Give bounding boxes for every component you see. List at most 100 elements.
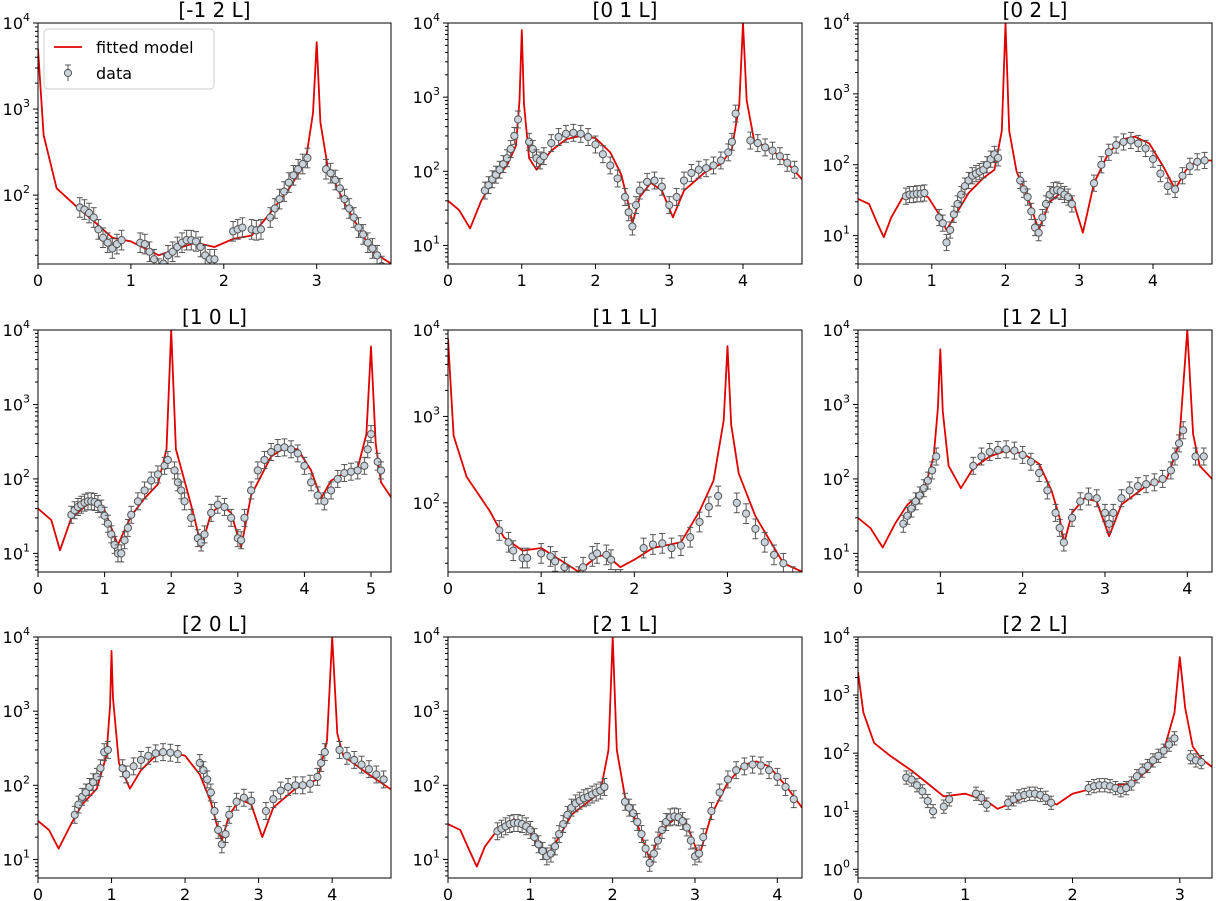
data-point: [335, 178, 345, 199]
data-point: [625, 798, 634, 817]
y-tick-label: 104: [3, 625, 30, 647]
data-marker: [266, 213, 275, 222]
data-marker: [1010, 446, 1019, 455]
data-marker: [98, 233, 108, 242]
data-point: [120, 531, 129, 550]
data-marker: [1119, 137, 1128, 147]
data-marker: [280, 187, 289, 196]
data-point: [1185, 157, 1194, 175]
data-point: [280, 438, 289, 457]
data-marker: [789, 573, 796, 580]
x-tick-label: 3: [312, 271, 322, 290]
data-point: [247, 481, 256, 500]
data-point: [773, 767, 782, 786]
data-marker: [1016, 176, 1025, 185]
data-marker: [1166, 466, 1175, 475]
panel-title: [0 2 L]: [1003, 0, 1068, 22]
data-point: [103, 232, 112, 254]
data-marker: [1026, 457, 1035, 466]
data-marker: [1200, 156, 1209, 165]
data-marker: [170, 466, 179, 475]
data-marker: [504, 538, 513, 547]
data-point: [1138, 763, 1147, 778]
data-marker: [1067, 513, 1077, 522]
data-marker: [158, 748, 168, 757]
data-marker: [313, 491, 322, 500]
data-marker: [1035, 468, 1044, 478]
data-point: [187, 508, 196, 527]
data-point: [221, 825, 230, 844]
data-point: [170, 461, 179, 480]
x-tick-label: 3: [722, 579, 732, 598]
data-marker: [928, 807, 938, 816]
axes-frame: [857, 329, 1213, 573]
data-marker: [695, 517, 704, 527]
data-point: [949, 205, 958, 223]
panel-title: [2 2 L]: [1003, 612, 1068, 636]
data-marker: [715, 788, 724, 797]
panel-title: [1 2 L]: [1003, 305, 1068, 329]
data-marker: [746, 136, 755, 145]
data-point: [727, 132, 737, 151]
legend-model-label: fitted model: [96, 38, 194, 57]
x-tick-label: 3: [1175, 885, 1185, 901]
data-marker: [136, 755, 146, 765]
data-marker: [686, 836, 695, 845]
data-point: [214, 821, 223, 839]
data-point: [707, 802, 716, 820]
data-marker: [1046, 798, 1056, 807]
data-point: [1126, 131, 1135, 150]
data-point: [645, 853, 654, 872]
data-marker: [756, 761, 765, 770]
data-marker: [727, 137, 737, 146]
data-marker: [994, 153, 1003, 162]
data-marker: [942, 238, 951, 247]
data-point: [561, 124, 571, 143]
axes-frame: [37, 329, 392, 573]
data-point: [360, 456, 369, 475]
data-marker: [932, 452, 941, 461]
data-point: [163, 450, 172, 469]
x-tick-label: 2: [1018, 579, 1028, 598]
data-point: [1179, 421, 1188, 440]
data-marker: [600, 782, 609, 792]
data-point: [919, 479, 928, 498]
data-point: [657, 821, 667, 839]
data-point: [510, 126, 519, 145]
y-tick-label: 102: [3, 773, 30, 795]
data-point: [1171, 180, 1180, 198]
data-marker: [298, 781, 307, 790]
y-tick-label: 103: [823, 683, 850, 705]
data-point: [946, 221, 955, 239]
data-marker: [510, 131, 519, 141]
data-marker: [641, 844, 650, 853]
data-marker: [1143, 761, 1152, 771]
x-tick-label: 2: [1000, 271, 1010, 290]
x-tick-label: 0: [443, 271, 453, 290]
data-point: [123, 518, 133, 537]
y-tick-label: 104: [823, 11, 850, 33]
data-point: [333, 469, 342, 488]
data-point: [1026, 452, 1035, 471]
data-marker: [665, 201, 674, 210]
data-point: [298, 153, 307, 175]
data-marker: [969, 461, 978, 470]
data-marker: [631, 201, 641, 210]
data-marker: [781, 782, 790, 792]
data-point: [907, 499, 916, 518]
data-point: [1199, 447, 1208, 466]
data-point: [695, 511, 704, 533]
data-point: [1178, 167, 1187, 185]
data-marker: [225, 810, 234, 819]
data-point: [918, 784, 927, 799]
data-point: [928, 804, 938, 819]
data-marker: [372, 251, 382, 260]
panel-title: [-1 2 L]: [178, 0, 250, 22]
fitted-model-line: [858, 23, 1212, 239]
data-marker: [513, 115, 523, 124]
data-point: [662, 813, 671, 831]
data-marker: [740, 762, 749, 771]
data-point: [303, 147, 312, 169]
data-point: [1089, 779, 1099, 794]
data-point: [373, 452, 382, 471]
